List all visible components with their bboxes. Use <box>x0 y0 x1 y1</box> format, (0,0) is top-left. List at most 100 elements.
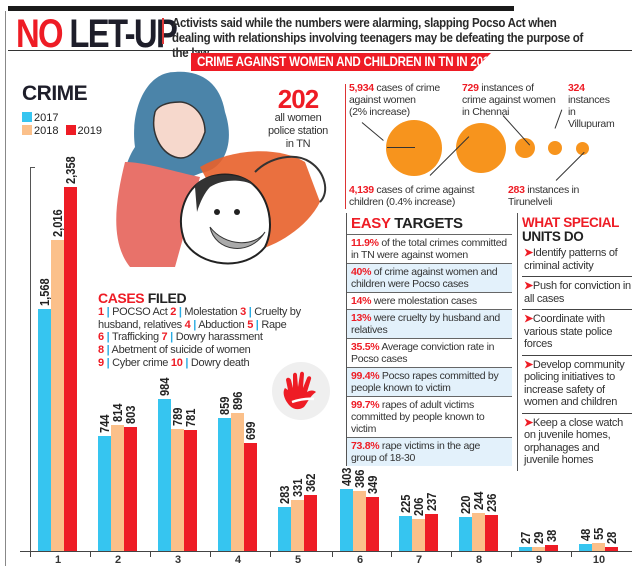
x-axis-label: 5 <box>294 554 302 566</box>
bubble-label-villupuram: 324 instances in Villupuram <box>568 82 615 130</box>
bar-2017-cat-3 <box>158 399 171 551</box>
bar-value-label: 699 <box>243 421 258 440</box>
bar-2019-cat-7 <box>425 514 438 551</box>
bubble-label-chennai: 729 instances of crime against women in … <box>462 82 556 118</box>
bubble-villupuram <box>548 141 562 155</box>
bar-2018-cat-9 <box>532 547 545 551</box>
section-banner: CRIME AGAINST WOMEN AND CHILDREN IN TN I… <box>191 53 491 71</box>
bar-value-label: 236 <box>484 493 499 512</box>
arrow-bullet-icon: ➤ <box>524 247 533 259</box>
bar-2017-cat-7 <box>399 516 412 551</box>
bar-value-label: 803 <box>123 405 138 424</box>
bar-value-label: 1,568 <box>37 278 52 306</box>
bar-2018-cat-10 <box>592 543 605 551</box>
cases-filed-legend: CASES FILED 1 | POCSO Act 2 | Molestatio… <box>98 290 313 370</box>
bar-2018-cat-4 <box>231 413 244 551</box>
header-rule <box>8 50 632 51</box>
bar-value-label: 28 <box>604 531 619 544</box>
leader-line <box>387 147 415 148</box>
x-axis-tick <box>90 551 91 557</box>
bar-value-label: 2,358 <box>63 156 78 184</box>
stop-hand-icon <box>272 362 330 420</box>
arrow-bullet-icon: ➤ <box>524 313 533 325</box>
bar-2018-cat-7 <box>412 519 425 551</box>
women-police-station-stat: 202 all women police station in TN <box>258 86 338 151</box>
bar-2019-cat-2 <box>124 427 137 551</box>
special-units-title: WHAT SPECIAL UNITS DO <box>522 215 619 244</box>
x-axis-tick <box>30 551 31 557</box>
bar-2018-cat-5 <box>291 500 304 551</box>
easy-target-row: 99.7% rapes of adult victims committed b… <box>347 396 512 437</box>
x-axis-label: 6 <box>356 554 364 566</box>
bar-2017-cat-5 <box>278 507 291 551</box>
x-axis <box>20 551 632 552</box>
bubble-chennai <box>515 138 535 158</box>
legend-item-2018-2019: 2018 2019 <box>22 125 102 138</box>
headline-divider <box>162 18 164 44</box>
x-axis-tick <box>270 551 271 557</box>
x-axis-tick <box>210 551 211 557</box>
x-axis-tick <box>150 551 151 557</box>
bubble-label-tirunelveli: 283 instances in Tirunelveli <box>508 184 580 208</box>
arrow-bullet-icon: ➤ <box>524 358 533 371</box>
cases-filed-list: 1 | POCSO Act 2 | Molestation 3 | Cruelt… <box>98 306 301 369</box>
bar-2019-cat-5 <box>304 495 317 551</box>
stat-line3: in TN <box>285 138 311 150</box>
illustration-icon <box>116 71 327 267</box>
top-rule <box>8 6 514 11</box>
bar-2019-cat-3 <box>184 430 197 551</box>
leader-line <box>554 109 563 129</box>
easy-target-row: 99.4% Pocso rapes committed by people kn… <box>347 367 512 396</box>
bubble-women <box>386 120 442 176</box>
bar-value-label: 896 <box>230 391 245 410</box>
special-units-panel: WHAT SPECIAL UNITS DO ➤Identify patterns … <box>517 213 632 471</box>
easy-target-row: 40% of crime against women and children … <box>347 263 512 292</box>
stat-number: 202 <box>277 84 319 114</box>
unit-item: ➤Push for conviction in all cases <box>522 277 632 310</box>
bar-2017-cat-8 <box>459 517 472 551</box>
leader-line <box>555 151 585 181</box>
x-axis-label: 7 <box>415 554 423 566</box>
x-axis-label: 4 <box>234 554 242 566</box>
headline: NO LET-UP <box>16 14 178 54</box>
easy-target-row: 11.9% of the total crimes committed in T… <box>347 234 512 263</box>
easy-target-row: 73.8% rape victims in the age group of 1… <box>347 437 512 466</box>
bar-2017-cat-4 <box>218 418 231 551</box>
unit-item: ➤Coordinate with various state police fo… <box>522 310 632 356</box>
bubble-separator <box>345 84 346 209</box>
bar-value-label: 781 <box>183 408 198 427</box>
bar-2018-cat-6 <box>353 491 366 551</box>
x-axis-tick <box>391 551 392 557</box>
x-axis-tick <box>511 551 512 557</box>
bar-2019-cat-4 <box>244 443 257 551</box>
bar-2017-cat-6 <box>340 489 353 551</box>
bubble-label-women: 5,934 cases of crime against women (2% i… <box>349 82 440 118</box>
easy-target-row: 14% were molestation cases <box>347 292 512 309</box>
bar-2019-cat-8 <box>485 515 498 551</box>
arrow-bullet-icon: ➤ <box>524 280 533 292</box>
bar-value-label: 38 <box>544 529 559 542</box>
bar-value-label: 362 <box>303 473 318 492</box>
unit-item: ➤Keep a close watch on juvenile homes, o… <box>524 416 623 467</box>
arrow-bullet-icon: ➤ <box>524 416 533 429</box>
bar-2018-cat-3 <box>171 429 184 551</box>
bar-2019-cat-10 <box>605 547 618 551</box>
legend-item-2017: 2017 <box>22 112 102 125</box>
chart-legend: 2017 2018 2019 <box>22 112 102 138</box>
chart-title: CRIME <box>22 82 88 105</box>
easy-targets-title: EASY TARGETS <box>351 215 463 232</box>
stat-line2: police station <box>267 125 328 137</box>
bar-2019-cat-6 <box>366 497 379 551</box>
easy-targets-panel: EASY TARGETS 11.9% of the total crimes c… <box>346 213 512 466</box>
stat-line1: all women <box>274 112 322 124</box>
x-axis-label: 8 <box>475 554 483 566</box>
unit-item: ➤Develop community policing initiatives … <box>522 356 632 414</box>
bar-2018-cat-8 <box>472 513 485 551</box>
bar-2018-cat-2 <box>111 425 124 551</box>
bubble-label-children: 4,139 cases of crime against children (0… <box>349 184 475 208</box>
bar-2017-cat-1 <box>38 309 51 551</box>
bar-value-label: 349 <box>365 475 380 494</box>
x-axis-tick <box>571 551 572 557</box>
subhead: Activists said while the numbers were al… <box>172 16 584 60</box>
cases-filed-title: CASES FILED <box>98 290 187 306</box>
